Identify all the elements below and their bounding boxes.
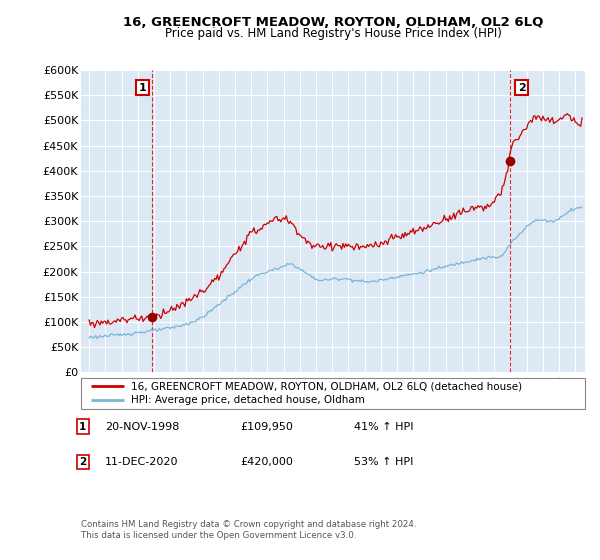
Text: HPI: Average price, detached house, Oldham: HPI: Average price, detached house, Oldh… [131, 395, 365, 405]
Text: £109,950: £109,950 [240, 422, 293, 432]
Text: 1: 1 [139, 83, 146, 92]
Text: 41% ↑ HPI: 41% ↑ HPI [354, 422, 413, 432]
Text: 11-DEC-2020: 11-DEC-2020 [105, 457, 179, 467]
FancyBboxPatch shape [81, 378, 585, 409]
Text: 16, GREENCROFT MEADOW, ROYTON, OLDHAM, OL2 6LQ: 16, GREENCROFT MEADOW, ROYTON, OLDHAM, O… [123, 16, 543, 29]
Text: 2: 2 [79, 457, 86, 467]
Text: 1: 1 [79, 422, 86, 432]
Text: £420,000: £420,000 [240, 457, 293, 467]
Text: 20-NOV-1998: 20-NOV-1998 [105, 422, 179, 432]
Text: Price paid vs. HM Land Registry's House Price Index (HPI): Price paid vs. HM Land Registry's House … [164, 27, 502, 40]
Text: Contains HM Land Registry data © Crown copyright and database right 2024.
This d: Contains HM Land Registry data © Crown c… [81, 520, 416, 540]
Text: 2: 2 [518, 83, 526, 92]
Text: 16, GREENCROFT MEADOW, ROYTON, OLDHAM, OL2 6LQ (detached house): 16, GREENCROFT MEADOW, ROYTON, OLDHAM, O… [131, 381, 523, 391]
Text: 53% ↑ HPI: 53% ↑ HPI [354, 457, 413, 467]
